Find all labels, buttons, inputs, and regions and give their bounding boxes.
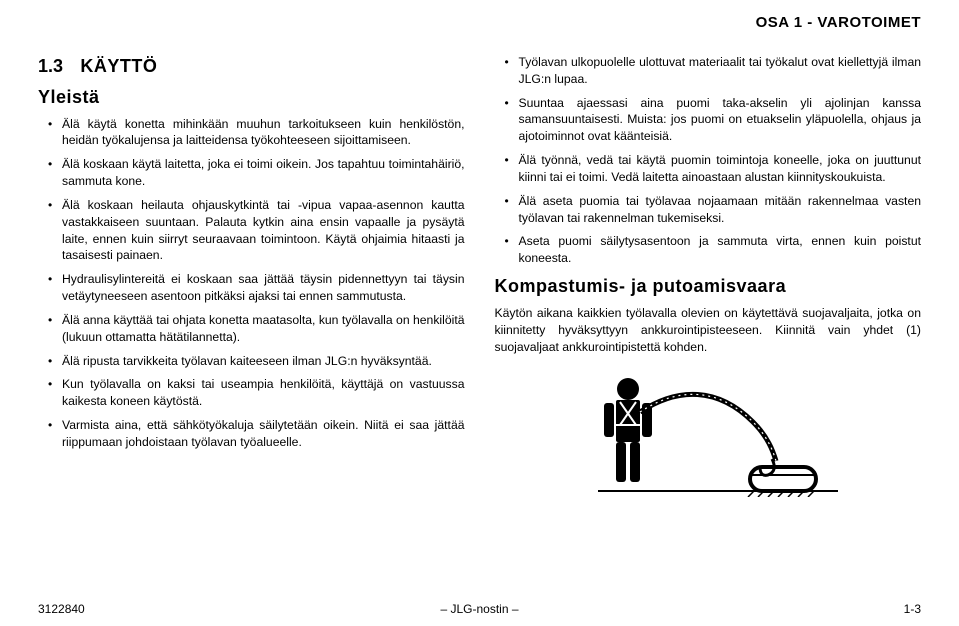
- list-item: Suuntaa ajaessasi aina puomi taka-akseli…: [519, 95, 922, 145]
- right-bullet-list: Työlavan ulkopuolelle ulottuvat materiaa…: [495, 54, 922, 267]
- list-item: Älä ripusta tarvikkeita työlavan kaitees…: [62, 353, 465, 370]
- left-column: 1.3 KÄYTTÖ Yleistä Älä käytä konetta mih…: [38, 54, 465, 502]
- list-item: Työlavan ulkopuolelle ulottuvat materiaa…: [519, 54, 922, 88]
- list-item: Älä koskaan heilauta ohjauskytkintä tai …: [62, 197, 465, 264]
- page: OSA 1 - VAROTOIMET 1.3 KÄYTTÖ Yleistä Äl…: [0, 0, 959, 626]
- list-item: Älä työnnä, vedä tai käytä puomin toimin…: [519, 152, 922, 186]
- section-title: KÄYTTÖ: [80, 54, 157, 79]
- page-footer: 3122840 – JLG-nostin – 1-3: [38, 602, 921, 616]
- section-heading-row: 1.3 KÄYTTÖ: [38, 54, 465, 79]
- content-columns: 1.3 KÄYTTÖ Yleistä Älä käytä konetta mih…: [38, 54, 921, 502]
- list-item: Älä aseta puomia tai työlavaa nojaamaan …: [519, 193, 922, 227]
- section-number: 1.3: [38, 54, 63, 79]
- list-item: Varmista aina, että sähkötyökaluja säily…: [62, 417, 465, 451]
- footer-center: – JLG-nostin –: [38, 602, 921, 616]
- list-item: Hydraulisylintereitä ei koskaan saa jätt…: [62, 271, 465, 305]
- list-item: Älä koskaan käytä laitetta, joka ei toim…: [62, 156, 465, 190]
- right-column: Työlavan ulkopuolelle ulottuvat materiaa…: [495, 54, 922, 502]
- list-item: Aseta puomi säilytysasentoon ja sammuta …: [519, 233, 922, 267]
- list-item: Kun työlavalla on kaksi tai useampia hen…: [62, 376, 465, 410]
- list-item: Älä anna käyttää tai ohjata konetta maat…: [62, 312, 465, 346]
- safety-harness-diagram: [495, 367, 922, 502]
- right-paragraph: Käytön aikana kaikkien työlavalla olevie…: [495, 305, 922, 355]
- left-bullet-list: Älä käytä konetta mihinkään muuhun tarko…: [38, 116, 465, 451]
- left-subhead: Yleistä: [38, 85, 465, 110]
- list-item: Älä käytä konetta mihinkään muuhun tarko…: [62, 116, 465, 150]
- header-part-label: OSA 1 - VAROTOIMET: [756, 14, 921, 31]
- harness-icon: [558, 367, 858, 497]
- right-subhead: Kompastumis- ja putoamisvaara: [495, 274, 922, 299]
